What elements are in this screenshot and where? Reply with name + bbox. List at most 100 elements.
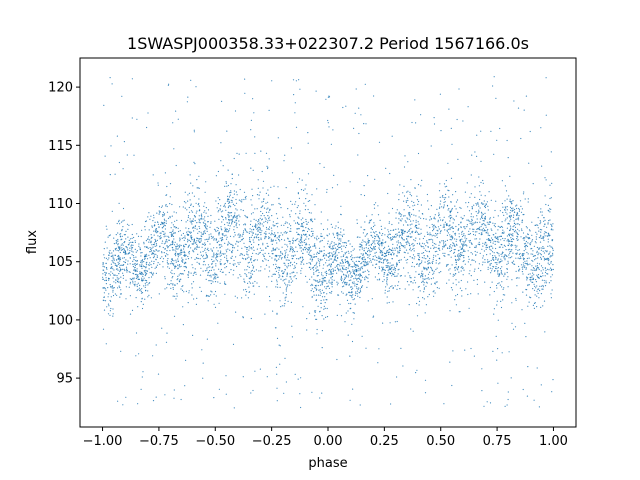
data-point bbox=[328, 264, 330, 266]
data-point bbox=[481, 212, 483, 214]
data-point bbox=[241, 253, 243, 255]
data-point bbox=[435, 226, 437, 229]
data-point bbox=[458, 271, 460, 273]
data-point bbox=[153, 217, 155, 219]
data-point bbox=[230, 183, 232, 185]
data-point bbox=[435, 232, 437, 235]
data-point bbox=[131, 223, 133, 226]
data-point bbox=[432, 226, 434, 228]
data-point bbox=[393, 275, 396, 277]
data-point bbox=[225, 375, 227, 377]
data-point bbox=[344, 268, 346, 270]
data-point bbox=[247, 254, 249, 256]
data-point bbox=[165, 204, 167, 206]
data-point bbox=[502, 299, 504, 301]
data-point bbox=[522, 214, 524, 216]
data-point bbox=[295, 278, 297, 280]
data-point bbox=[247, 282, 249, 284]
data-point bbox=[403, 239, 405, 241]
data-point bbox=[179, 252, 181, 254]
data-point bbox=[337, 248, 339, 250]
data-point bbox=[508, 351, 510, 353]
data-point bbox=[310, 220, 312, 222]
data-point bbox=[293, 276, 295, 278]
data-point bbox=[340, 248, 343, 250]
data-point bbox=[264, 252, 266, 254]
data-point bbox=[320, 223, 322, 225]
data-point bbox=[360, 281, 362, 283]
data-point bbox=[537, 227, 539, 229]
data-point bbox=[177, 256, 179, 258]
data-point bbox=[214, 276, 216, 278]
data-point bbox=[161, 256, 163, 258]
data-point bbox=[431, 269, 433, 271]
data-point bbox=[511, 241, 513, 243]
data-point bbox=[378, 273, 380, 275]
data-point bbox=[525, 95, 528, 97]
data-point bbox=[304, 241, 306, 244]
data-point bbox=[487, 223, 489, 225]
data-point bbox=[446, 185, 448, 187]
data-point bbox=[531, 221, 533, 223]
data-point bbox=[285, 259, 287, 261]
data-point bbox=[270, 240, 272, 242]
data-point bbox=[188, 271, 190, 273]
data-point bbox=[437, 219, 439, 221]
data-point bbox=[141, 261, 143, 263]
data-point bbox=[230, 212, 233, 214]
data-point bbox=[362, 232, 364, 234]
data-point bbox=[271, 232, 273, 234]
data-point bbox=[289, 273, 291, 275]
data-point bbox=[314, 237, 316, 239]
data-point bbox=[449, 273, 451, 275]
data-point bbox=[541, 288, 543, 290]
data-point bbox=[318, 252, 320, 254]
data-point bbox=[359, 296, 361, 299]
data-point bbox=[109, 314, 111, 316]
data-point bbox=[416, 263, 418, 265]
data-point bbox=[265, 211, 268, 213]
data-point bbox=[182, 324, 184, 326]
data-point bbox=[443, 243, 445, 245]
data-point bbox=[413, 244, 415, 246]
data-point bbox=[521, 208, 524, 210]
data-point bbox=[129, 252, 131, 254]
data-point bbox=[518, 270, 520, 272]
data-point bbox=[284, 264, 286, 266]
data-point bbox=[532, 250, 534, 252]
data-point bbox=[191, 264, 193, 266]
data-point bbox=[481, 248, 483, 250]
data-point bbox=[407, 258, 409, 261]
data-point bbox=[230, 269, 232, 271]
data-point bbox=[516, 223, 518, 225]
data-point bbox=[174, 267, 176, 269]
data-point bbox=[540, 285, 543, 287]
data-point bbox=[150, 264, 152, 266]
data-point bbox=[278, 276, 280, 279]
data-point bbox=[318, 247, 321, 249]
data-point bbox=[508, 257, 510, 259]
data-point bbox=[143, 285, 145, 287]
data-point bbox=[123, 141, 125, 143]
data-point bbox=[389, 172, 391, 175]
data-point bbox=[458, 228, 460, 230]
data-point bbox=[534, 302, 536, 304]
data-point bbox=[159, 223, 162, 226]
data-point bbox=[271, 243, 273, 245]
data-point bbox=[536, 367, 538, 369]
data-point bbox=[438, 207, 441, 209]
data-point bbox=[244, 269, 246, 271]
data-point bbox=[426, 240, 428, 242]
data-point bbox=[206, 255, 208, 257]
data-point bbox=[245, 229, 247, 231]
data-point bbox=[538, 267, 540, 269]
data-point bbox=[282, 216, 284, 218]
data-point bbox=[258, 229, 260, 231]
data-point bbox=[349, 355, 351, 357]
data-point bbox=[251, 234, 253, 236]
data-point bbox=[232, 263, 234, 265]
data-point bbox=[245, 247, 247, 249]
data-point bbox=[541, 272, 544, 274]
data-point bbox=[443, 204, 445, 206]
data-point bbox=[514, 226, 517, 228]
